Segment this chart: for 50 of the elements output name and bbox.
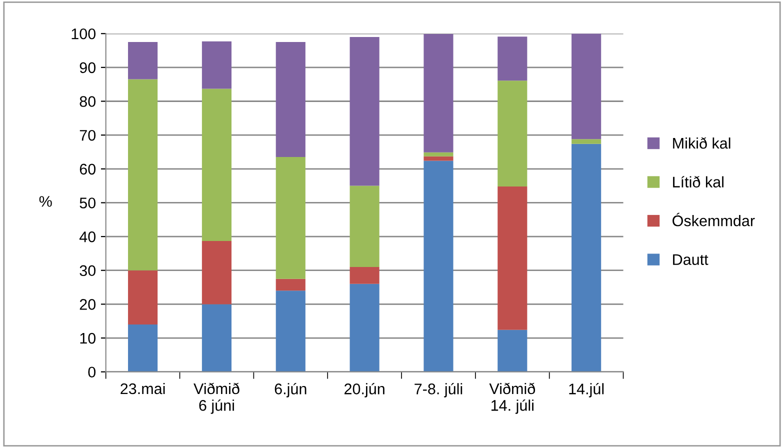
x-tick-label: 7-8. júli — [414, 382, 462, 398]
legend-label: Lítið kal — [673, 176, 724, 188]
y-tick-label: 0 — [88, 366, 96, 378]
bar — [498, 80, 528, 186]
bar — [276, 157, 306, 279]
bar — [202, 41, 232, 89]
bar — [498, 36, 528, 81]
y-tick-label: 100 — [72, 28, 96, 40]
bar — [350, 36, 380, 186]
y-tick-label: 70 — [80, 130, 96, 141]
bar — [498, 330, 528, 372]
bar — [572, 139, 602, 144]
bar — [276, 278, 306, 291]
bar — [128, 42, 158, 80]
bar — [572, 144, 602, 372]
y-tick-label: 10 — [80, 332, 96, 344]
y-tick-label: 30 — [80, 265, 96, 276]
y-tick-label: 60 — [80, 164, 96, 175]
bar — [276, 290, 306, 372]
y-axis-title: % — [39, 196, 52, 207]
y-tick-label: 50 — [80, 198, 96, 208]
bar — [202, 240, 232, 304]
legend-label: Dautt — [673, 254, 708, 266]
y-tick-label: 20 — [80, 299, 96, 310]
bar — [202, 88, 232, 241]
legend-label: Óskemmdar — [672, 212, 755, 226]
bar — [202, 304, 232, 372]
x-tick-label: 20.jún — [344, 382, 384, 398]
bar — [276, 42, 306, 158]
legend-label: Mikið kal — [673, 137, 730, 149]
bar — [424, 160, 454, 372]
x-tick-label: Viðmið 14. júli — [489, 382, 536, 414]
y-tick-label: 90 — [80, 62, 96, 74]
bar — [350, 266, 380, 284]
bar — [424, 156, 454, 161]
bar — [424, 152, 454, 156]
bar — [128, 270, 158, 324]
bar — [572, 34, 602, 140]
x-tick-label: 6.jún — [274, 382, 306, 398]
x-tick-label: 23.mai — [120, 382, 165, 394]
y-tick-label: 80 — [80, 96, 96, 107]
bar — [350, 284, 380, 372]
x-tick-label: 14.júl — [569, 382, 604, 398]
bar — [128, 79, 158, 270]
bar — [350, 186, 380, 267]
bar — [498, 186, 528, 330]
bar — [128, 324, 158, 372]
bar — [424, 34, 454, 152]
x-tick-label: Viðmið 6 júni — [194, 382, 240, 414]
y-tick-label: 40 — [79, 231, 96, 242]
